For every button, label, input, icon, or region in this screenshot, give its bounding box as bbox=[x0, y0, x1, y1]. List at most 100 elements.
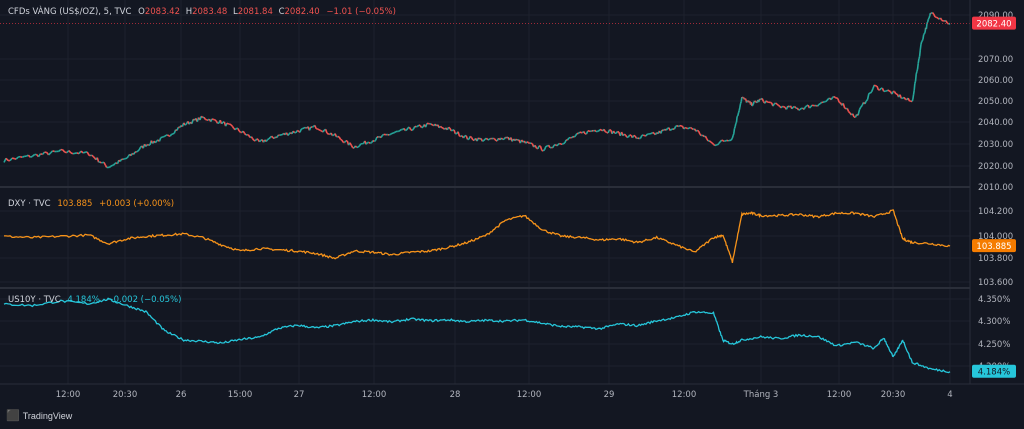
price-candle bbox=[606, 131, 609, 134]
price-candle bbox=[296, 129, 299, 132]
price-candle bbox=[791, 106, 794, 110]
price-candle bbox=[424, 123, 428, 128]
price-candle bbox=[714, 144, 717, 147]
tradingview-watermark[interactable]: ⬛ TradingView bbox=[6, 409, 72, 422]
price-candle bbox=[842, 103, 846, 109]
price-candle bbox=[703, 135, 706, 138]
price-candle bbox=[40, 153, 43, 156]
price-candle bbox=[138, 146, 142, 151]
price-candle bbox=[571, 135, 574, 139]
price-candle bbox=[137, 149, 140, 152]
price-candle bbox=[311, 125, 314, 128]
price-candle bbox=[276, 134, 280, 138]
us10y-series-line bbox=[3, 297, 951, 374]
price-candle bbox=[11, 157, 15, 160]
time-tick-label: 12:00 bbox=[56, 390, 81, 400]
price-candle bbox=[870, 88, 874, 93]
price-candle bbox=[831, 95, 835, 99]
price-candle bbox=[561, 142, 564, 146]
price-candle bbox=[514, 138, 517, 142]
price-candle bbox=[503, 136, 507, 140]
price-tick-label: 2050.00 bbox=[978, 97, 1013, 107]
time-tick-label: Tháng 3 bbox=[743, 390, 779, 400]
price-candle bbox=[410, 128, 413, 132]
price-candle bbox=[534, 144, 538, 149]
price-candle bbox=[374, 136, 378, 141]
price-candle bbox=[777, 104, 781, 107]
price-candle bbox=[741, 96, 744, 99]
price-candle bbox=[99, 161, 102, 164]
plot-area[interactable] bbox=[0, 11, 970, 374]
price-candle bbox=[737, 110, 740, 114]
price-candle bbox=[96, 157, 100, 163]
price-candle bbox=[688, 126, 691, 129]
price-candle bbox=[80, 150, 84, 154]
price-candle bbox=[273, 136, 277, 139]
price-candle bbox=[110, 164, 113, 167]
price-candle bbox=[690, 126, 693, 130]
price-candle bbox=[450, 129, 454, 132]
price-candle bbox=[158, 137, 162, 142]
dxy-change: +0.003 (+0.00%) bbox=[99, 199, 174, 209]
price-candle bbox=[211, 118, 214, 121]
price-candle bbox=[583, 131, 586, 135]
price-candle bbox=[899, 94, 903, 99]
price-candle bbox=[465, 135, 469, 140]
price-candle bbox=[607, 129, 611, 134]
price-candle bbox=[408, 126, 412, 130]
price-candle bbox=[192, 118, 195, 121]
price-candle bbox=[485, 137, 489, 141]
price-candle bbox=[816, 103, 820, 107]
price-candle bbox=[704, 135, 708, 140]
price-candle bbox=[864, 100, 867, 105]
price-candle bbox=[220, 121, 224, 125]
price-candle bbox=[92, 155, 96, 159]
price-candle bbox=[230, 124, 233, 127]
price-candle bbox=[676, 124, 679, 128]
price-candle bbox=[765, 100, 769, 103]
time-axis[interactable]: 12:00 20:30 26 15:00 27 12:00 28 12:00 29 12:00 Th… bbox=[56, 390, 953, 400]
price-candle bbox=[939, 17, 943, 21]
price-candle bbox=[752, 101, 755, 105]
price-candle bbox=[469, 135, 473, 139]
last-value-badge bbox=[972, 239, 1016, 253]
price-tick-label: 2090.00 bbox=[978, 11, 1013, 21]
price-candle bbox=[215, 120, 219, 124]
price-tick-label: 4.350% bbox=[978, 295, 1010, 305]
price-candle bbox=[156, 139, 159, 142]
price-candle bbox=[866, 93, 870, 100]
price-candle bbox=[652, 131, 655, 134]
price-candle bbox=[773, 102, 777, 105]
price-axes[interactable]: 2090.00 2070.00 2060.00 2050.00 2040.00 2030.… bbox=[972, 11, 1016, 378]
price-candle bbox=[922, 33, 926, 36]
price-candle bbox=[645, 133, 648, 137]
price-candle bbox=[825, 99, 828, 103]
price-candle bbox=[846, 108, 850, 113]
price-candle bbox=[937, 17, 940, 20]
price-candle bbox=[834, 96, 837, 99]
price-candle bbox=[769, 101, 772, 104]
price-candle bbox=[488, 137, 491, 141]
price-candle bbox=[783, 106, 786, 109]
price-candle bbox=[292, 130, 296, 134]
price-candle bbox=[806, 104, 809, 107]
price-candle bbox=[860, 104, 863, 108]
price-tick-label: 103.600 bbox=[978, 278, 1013, 288]
price-candle bbox=[317, 128, 320, 131]
gold-low-label: L bbox=[233, 7, 238, 17]
price-candle bbox=[572, 135, 575, 138]
price-candle bbox=[716, 142, 720, 146]
price-candle bbox=[693, 128, 697, 132]
price-candle bbox=[268, 136, 271, 140]
gold-low: 2081.84 bbox=[238, 7, 273, 17]
price-candle bbox=[210, 118, 213, 122]
price-candle bbox=[341, 139, 344, 143]
price-candle bbox=[828, 97, 831, 100]
time-tick-label: 20:30 bbox=[113, 390, 138, 400]
last-value-label: 4.184% bbox=[978, 368, 1010, 378]
price-candle bbox=[205, 118, 207, 121]
price-candle bbox=[844, 107, 847, 110]
price-candle bbox=[324, 129, 328, 134]
price-candle bbox=[15, 156, 19, 160]
